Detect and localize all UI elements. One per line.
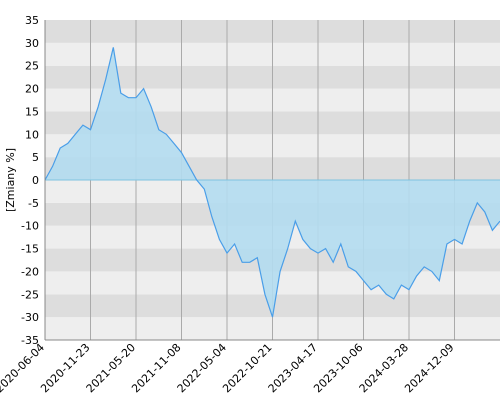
y-tick-label: -30 <box>21 311 39 324</box>
y-tick-label: -20 <box>21 265 39 278</box>
y-tick-label: 35 <box>25 14 39 27</box>
y-tick-label: 5 <box>32 151 39 164</box>
y-tick-label: 20 <box>25 83 39 96</box>
y-tick-label: -15 <box>21 243 39 256</box>
y-tick-label: -35 <box>21 334 39 347</box>
y-tick-label: 25 <box>25 60 39 73</box>
y-tick-label: -5 <box>28 197 39 210</box>
line <box>44 47 500 318</box>
y-tick-label: -25 <box>21 288 39 301</box>
y-tick-label: 10 <box>25 128 39 141</box>
y-tick-label: 15 <box>25 105 39 118</box>
y-tick-label: -10 <box>21 220 39 233</box>
x-tick-label: 2024-12-09 <box>402 341 456 395</box>
y-axis-label: [Zmiany %] <box>4 148 17 212</box>
y-tick-label: 0 <box>32 174 39 187</box>
area <box>45 47 500 318</box>
y-tick-label: 30 <box>25 37 39 50</box>
